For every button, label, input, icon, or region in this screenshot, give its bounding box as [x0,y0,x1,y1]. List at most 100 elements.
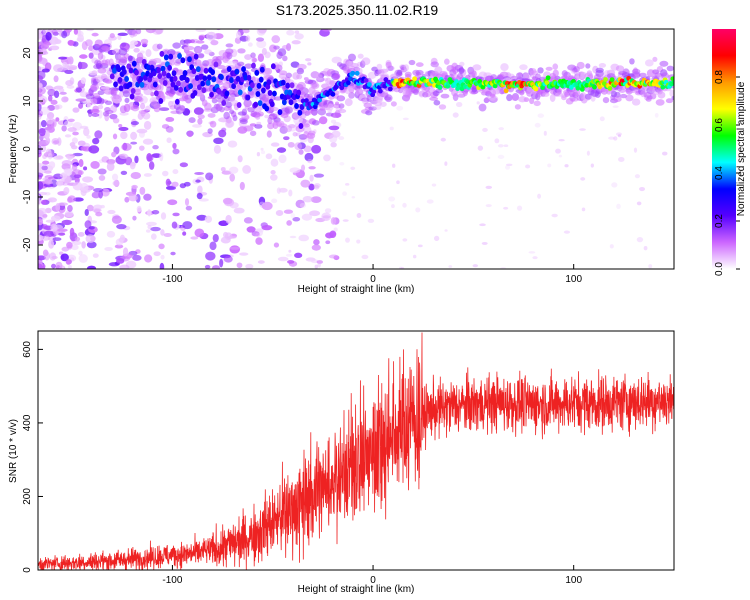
spectrogram-noise-cell [124,196,130,203]
spectrogram-noise-cell [289,167,301,174]
colorbar-tick-label: 0.6 [714,118,725,132]
spectrogram-halo-cell [91,70,98,76]
spectrogram-halo-cell [201,44,209,50]
spectrogram-noise-cell [396,105,404,111]
spectrogram-ridge-cell [211,76,217,83]
spectrogram-noise-cell [116,223,127,230]
spectrogram-noise-cell [426,199,434,204]
spectrogram-noise-cell [57,228,68,232]
spectrogram-noise-cell [537,113,545,118]
spectrogram-halo-cell [311,120,320,126]
spectrogram-noise-cell [148,161,155,170]
spectrogram-noise-cell [219,258,224,268]
spectrogram-noise-cell [167,199,178,206]
spectrogram-noise-cell [206,31,217,41]
spectrogram-ridge-cell [671,80,674,85]
spectrogram-noise-cell [599,116,605,122]
spectrogram-noise-cell [100,204,105,209]
spectrogram-noise-cell [194,228,205,238]
spectrogram-noise-cell [50,223,58,232]
spectrogram-noise-cell [73,174,82,179]
spectrogram-ridge-cell [363,78,369,83]
spectrogram-noise-cell [278,154,287,164]
spectrogram-noise-cell [108,262,120,267]
spectrogram-ridge-cell [670,76,674,82]
spectrogram-ridge-cell [226,65,232,72]
spectrogram-noise-cell [92,92,100,98]
spectrogram-noise-cell [271,35,281,44]
spectrogram-ridge-cell [163,54,169,61]
spectrogram-heatmap [38,29,674,269]
spectrogram-ridge-cell [158,98,164,105]
spectrogram-noise-cell [256,39,267,49]
spectrogram-noise-cell [70,145,78,150]
spectrogram-halo-cell [124,97,130,104]
spectrogram-noise-cell [122,247,129,257]
spectrogram-halo-cell [296,74,303,80]
spectrogram-noise-cell [38,114,42,120]
spectrogram-halo-cell [270,106,279,112]
spectrogram-halo-cell [225,101,233,108]
spectrogram-noise-cell [119,264,130,269]
spectrogram-noise-cell [350,166,356,170]
spectrogram-noise-cell [636,201,642,206]
spectrogram-noise-cell [192,124,202,128]
spectrogram-halo-cell [337,108,347,114]
spectrogram-noise-cell [67,196,73,203]
spectrogram-noise-cell [52,237,62,242]
spectrogram-halo-cell [459,61,465,67]
spectrogram-halo-cell [225,43,234,48]
spectrogram-noise-cell [256,121,262,125]
spectrogram-halo-cell [404,71,412,78]
spectrogram-ridge-cell [200,80,206,87]
spectrogram-halo-cell [615,65,625,72]
spectrogram-noise-cell [38,93,43,98]
spectrogram-noise-cell [51,29,58,34]
spectrogram-noise-cell [171,181,179,188]
spectrogram-noise-cell [270,158,279,167]
spectrogram-halo-cell [110,95,120,100]
spectrogram-noise-cell [55,261,63,269]
spectrogram-ridge-cell [182,70,188,77]
spectrogram-noise-cell [400,266,405,269]
spectrogram-halo-cell [444,58,450,65]
spectrogram-noise-cell [45,219,55,223]
spectrogram-noise-cell [163,232,172,237]
spectrogram-halo-cell [489,93,496,98]
snr-y-tick-label: 0 [22,567,33,573]
spectrogram-noise-cell [92,253,99,258]
spectrogram-noise-cell [118,126,129,131]
spectrogram-ridge-cell [503,88,509,94]
spectrogram-noise-cell [639,186,646,192]
spectrogram-noise-cell [291,40,301,45]
spectrogram-noise-cell [66,85,75,89]
spectrogram-halo-cell [97,104,104,110]
spectrogram-noise-cell [53,64,64,73]
spectrogram-noise-cell [72,131,79,136]
spectrogram-noise-cell [124,156,133,166]
spectrogram-noise-cell [402,202,407,208]
spectrogram-noise-cell [104,246,113,252]
spectrogram-ridge-cell [178,86,184,93]
spectrogram-halo-cell [282,55,288,62]
spectrogram-ridge-cell [277,109,283,116]
spectrogram-halo-cell [500,63,509,72]
spectrogram-halo-cell [284,106,293,114]
spectrogram-noise-cell [147,209,152,217]
spectrogram-noise-cell [106,230,116,238]
spectrogram-noise-cell [221,220,227,226]
spectrogram-noise-cell [83,166,88,171]
spectrogram-ridge-cell [236,101,242,108]
spectrogram-noise-cell [40,235,51,241]
spectrogram-ridge-cell [256,82,262,89]
spectrogram-noise-cell [160,254,165,260]
spectrogram-noise-cell [150,233,157,240]
spectrogram-noise-cell [205,172,214,181]
spectrogram-noise-cell [328,254,339,259]
spectrogram-halo-cell [598,62,607,68]
spectrogram-ridge-cell [269,101,275,108]
spectrogram-noise-cell [389,126,394,131]
spectrogram-ridge-cell [191,68,197,75]
spectrogram-noise-cell [229,166,239,174]
